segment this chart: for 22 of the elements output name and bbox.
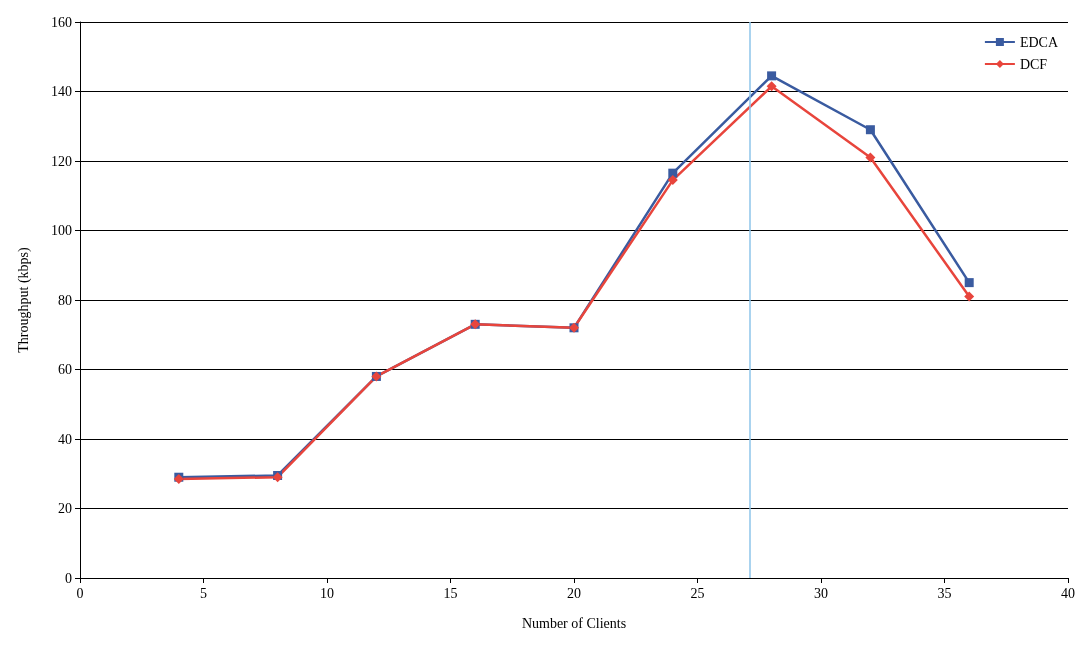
x-tick-label: 0: [76, 585, 84, 601]
x-axis-title: Number of Clients: [521, 615, 627, 631]
y-tick-label: 40: [58, 431, 72, 447]
y-tick-label: 100: [51, 223, 72, 238]
y-tick-label: 120: [51, 153, 72, 169]
x-tick-label: 40: [1061, 585, 1075, 601]
x-tick-label: 30: [814, 585, 828, 601]
x-tick-label: 10: [320, 585, 334, 601]
y-tick-label: 0: [65, 570, 72, 586]
x-tick-label: 35: [937, 585, 952, 601]
x-tick-label: 25: [690, 585, 705, 601]
y-tick-label: 80: [58, 292, 72, 308]
y-axis-title: Throughput (kbps): [15, 246, 32, 353]
y-tick-label: 20: [58, 501, 72, 516]
x-tick-label: 5: [200, 585, 207, 601]
y-tick-label: 60: [58, 362, 72, 377]
x-tick-label: 20: [567, 585, 581, 601]
x-tick-label: 15: [443, 585, 458, 601]
y-tick-label: 140: [51, 84, 72, 99]
legend-label: EDCA: [1019, 34, 1059, 50]
legend-label: DCF: [1019, 56, 1048, 72]
y-tick-label: 160: [51, 14, 72, 30]
